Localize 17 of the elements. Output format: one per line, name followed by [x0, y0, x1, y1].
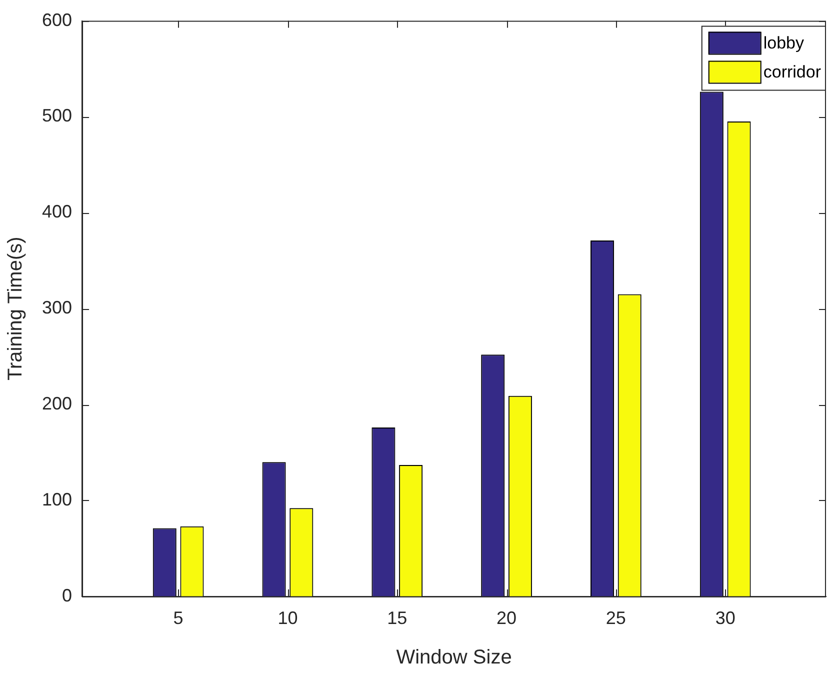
x-tick-label: 20: [496, 608, 517, 628]
y-tick-label: 400: [42, 202, 72, 222]
y-tick-label: 300: [42, 298, 72, 318]
x-tick-label: 10: [278, 608, 298, 628]
legend-label: corridor: [763, 62, 822, 82]
x-tick-label: 25: [606, 608, 626, 628]
y-tick-label: 0: [62, 585, 72, 606]
y-tick-label: 600: [42, 10, 72, 30]
x-tick-label: 5: [173, 608, 184, 628]
x-tick-label: 30: [715, 608, 736, 628]
legend-label: lobby: [763, 33, 805, 52]
y-axis-title: Training Time(s): [4, 236, 27, 380]
x-axis-title: Window Size: [396, 646, 512, 669]
y-tick-label: 200: [42, 394, 72, 414]
y-tick-label: 100: [42, 489, 72, 510]
x-tick-label: 15: [387, 608, 408, 628]
y-tick-label: 500: [42, 106, 72, 126]
